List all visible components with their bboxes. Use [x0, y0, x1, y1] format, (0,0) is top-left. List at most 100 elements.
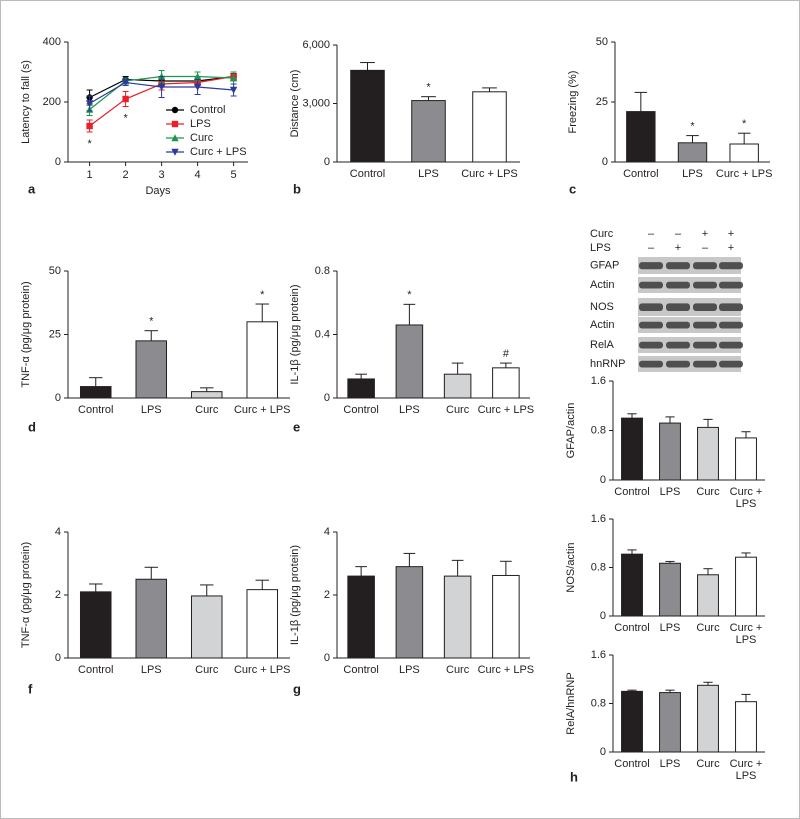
bar: [729, 143, 759, 163]
x-tick-label: Control: [614, 486, 649, 498]
bar: [677, 142, 708, 163]
y-tick-label: 0.8: [591, 424, 606, 436]
band-label: Actin: [590, 279, 614, 291]
treatment-label: LPS: [590, 242, 611, 254]
point: [157, 83, 166, 91]
bar: [659, 562, 681, 617]
y-axis-label: Latency to fall (s): [20, 60, 32, 144]
label-line: Curc +: [730, 486, 763, 498]
y-tick-label: 0: [600, 610, 606, 622]
band-label: RelA: [590, 339, 615, 351]
blot-band: [719, 303, 743, 311]
point: [121, 79, 130, 87]
point: [193, 83, 202, 91]
x-tick-label: Control: [343, 404, 378, 416]
significance-mark: *: [407, 289, 412, 301]
x-tick-label: 5: [231, 169, 237, 181]
y-tick-label: 4: [324, 526, 330, 538]
point: [171, 106, 179, 114]
x-tick-label: Curc + LPS: [234, 664, 291, 676]
panel-label: d: [28, 419, 36, 434]
x-tick-label: Curc + LPS: [730, 758, 763, 782]
panel-label: a: [28, 181, 36, 196]
panel-label: f: [28, 681, 33, 696]
blot-band: [719, 341, 743, 349]
band-label: hnRNP: [590, 358, 625, 370]
x-tick-label: LPS: [660, 758, 681, 770]
y-tick-label: 25: [596, 96, 608, 108]
bar: [347, 378, 375, 399]
x-tick-label: LPS: [660, 622, 681, 634]
blot-band: [639, 303, 663, 311]
treatment-sign: –: [702, 242, 709, 254]
y-axis-label: IL-1β (pg/μg protein): [289, 545, 301, 645]
x-tick-label: Control: [350, 168, 385, 180]
bar: [659, 692, 681, 753]
treatment-sign: –: [675, 228, 682, 240]
y-tick-label: 50: [596, 36, 608, 48]
x-tick-label: Control: [614, 622, 649, 634]
bar: [626, 111, 656, 163]
blot-band: [639, 321, 663, 329]
blot-band: [693, 262, 717, 270]
bar: [135, 578, 168, 659]
x-tick-label: LPS: [418, 168, 439, 180]
legend-label: Curc + LPS: [190, 146, 247, 158]
bar: [659, 422, 681, 481]
blot-band: [666, 321, 690, 329]
y-tick-label: 3,000: [302, 97, 330, 109]
y-tick-label: 0: [600, 474, 606, 486]
blot-band: [666, 281, 690, 289]
x-tick-label: 2: [123, 169, 129, 181]
point: [229, 74, 238, 82]
y-axis-label: IL-1β (pg/μg protein): [289, 284, 301, 384]
blot-band: [639, 262, 663, 270]
label-line: LPS: [736, 498, 757, 510]
point: [122, 95, 129, 103]
y-axis-label: RelA/hnRNP: [565, 672, 577, 734]
x-tick-label: Curc: [446, 404, 470, 416]
x-tick-label: Control: [614, 758, 649, 770]
treatment-sign: +: [675, 242, 681, 254]
label-line: LPS: [736, 634, 757, 646]
significance-mark: #: [503, 348, 510, 360]
significance-mark: *: [426, 82, 431, 94]
y-tick-label: 25: [49, 328, 61, 340]
blot-band: [719, 360, 743, 368]
label-line: Curc +: [730, 622, 763, 634]
blot-band: [719, 281, 743, 289]
y-tick-label: 1.6: [591, 375, 606, 387]
point: [171, 148, 179, 156]
bar: [246, 321, 279, 399]
treatment-sign: –: [648, 228, 655, 240]
significance-mark: *: [742, 118, 747, 130]
x-tick-label: 1: [87, 169, 93, 181]
y-tick-label: 0.4: [315, 328, 330, 340]
bar: [411, 100, 446, 163]
blot-band: [666, 262, 690, 270]
y-axis-label: GFAP/actin: [565, 403, 577, 459]
label-line: Curc +: [730, 758, 763, 770]
treatment-label: Curc: [590, 228, 614, 240]
bar: [621, 417, 643, 481]
y-tick-label: 0: [324, 392, 330, 404]
y-axis-label: TNF-α (pg/μg protein): [20, 542, 32, 648]
x-tick-label: Control: [623, 168, 658, 180]
treatment-sign: +: [728, 228, 734, 240]
blot-band: [666, 341, 690, 349]
bar: [395, 566, 424, 659]
x-tick-label: Curc + LPS: [461, 168, 518, 180]
y-tick-label: 4: [55, 526, 61, 538]
point: [86, 122, 93, 130]
blot-band: [639, 360, 663, 368]
y-axis-label: Freezing (%): [567, 71, 579, 134]
y-tick-label: 0: [55, 156, 61, 168]
x-tick-label: Curc + LPS: [730, 486, 763, 510]
x-tick-label: Control: [78, 664, 113, 676]
point: [171, 134, 179, 142]
x-tick-label: Curc + LPS: [234, 404, 291, 416]
x-tick-label: 4: [195, 169, 201, 181]
point: [229, 86, 238, 94]
y-tick-label: 0: [324, 652, 330, 664]
y-tick-label: 0: [55, 652, 61, 664]
